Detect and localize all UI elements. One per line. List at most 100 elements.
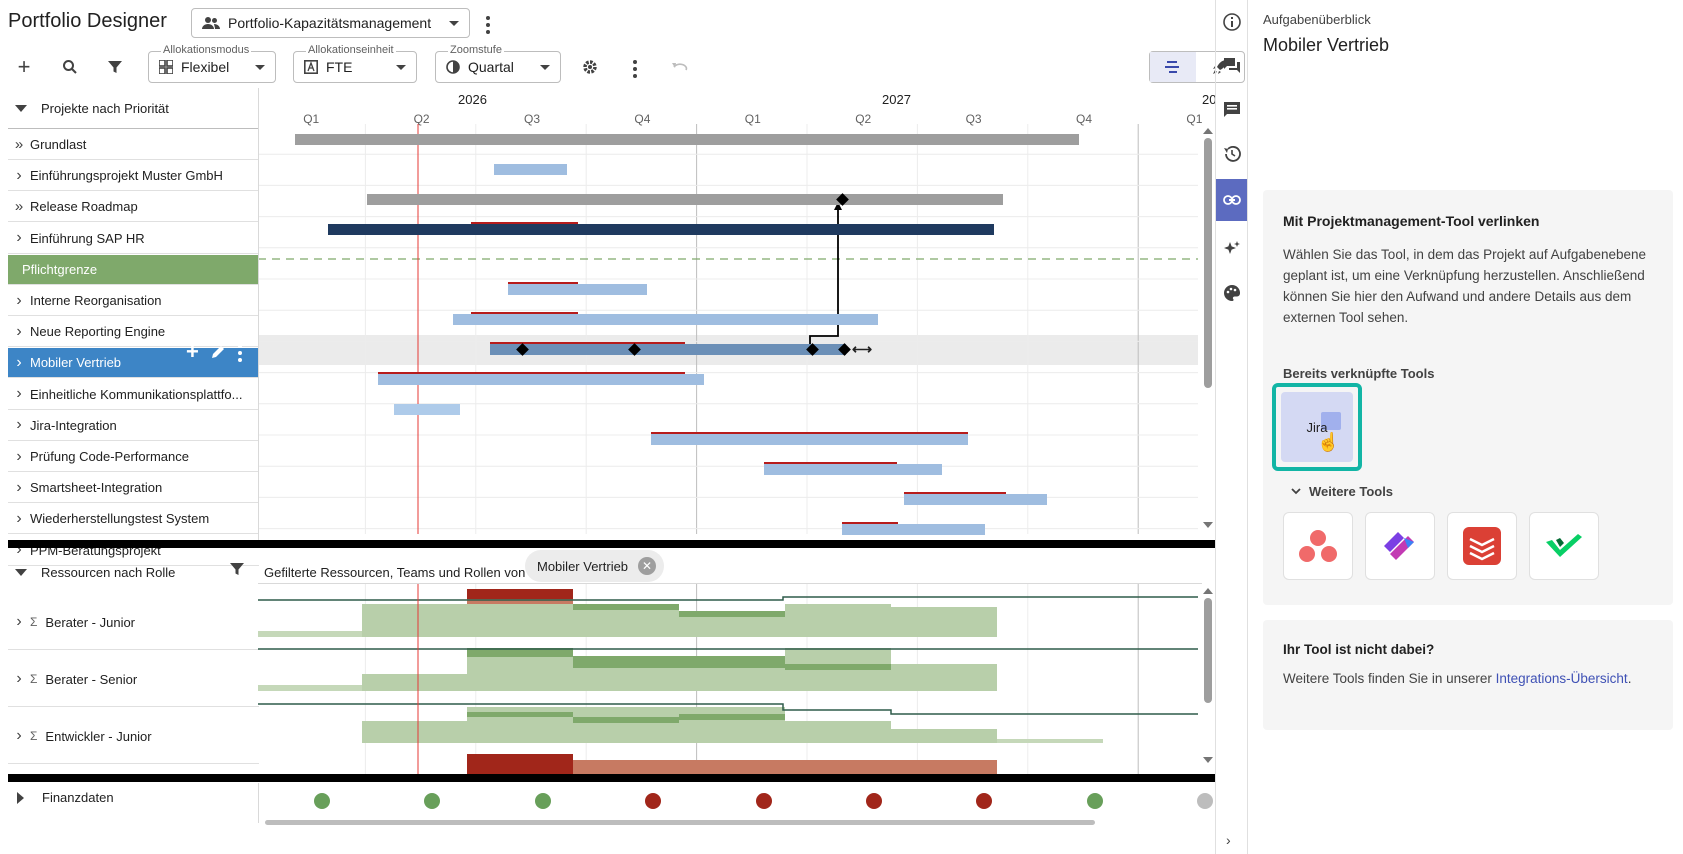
project-bar[interactable] [394, 404, 460, 415]
info-icon[interactable] [1216, 6, 1247, 38]
wrike-tool-button[interactable] [1529, 512, 1599, 580]
view-toggle [1149, 51, 1245, 83]
more-tools-toggle[interactable]: Weitere Tools [1291, 484, 1393, 499]
project-bar[interactable] [508, 284, 647, 295]
project-bar[interactable] [295, 134, 1079, 145]
zoom-select[interactable]: Zoomstufe Quartal [435, 44, 561, 83]
todoist-tool-button[interactable] [1447, 512, 1517, 580]
more-icon[interactable] [633, 60, 637, 78]
close-icon[interactable]: ✕ [638, 557, 657, 575]
horizontal-scrollbar[interactable] [265, 820, 1095, 825]
jira-tool-button[interactable]: Jira ☝ [1281, 392, 1353, 462]
integrations-link[interactable]: Integrations-Übersicht [1495, 671, 1628, 686]
settings-icon[interactable] [575, 52, 605, 82]
finance-status-dot[interactable] [534, 793, 551, 809]
chevron-right-icon[interactable]: › [16, 670, 22, 687]
project-row[interactable]: › Interne Reorganisation [8, 286, 259, 316]
project-row[interactable]: › Jira-Integration [8, 411, 259, 441]
finance-status-dot[interactable] [1086, 793, 1103, 809]
chevron-right-icon[interactable]: › [16, 509, 22, 527]
overload-marker [842, 522, 898, 524]
chevron-right-icon[interactable]: › [16, 478, 22, 496]
more-icon[interactable] [238, 344, 242, 362]
resources-scrollbar[interactable] [1203, 588, 1213, 768]
project-row[interactable]: » Release Roadmap [8, 192, 259, 223]
finance-status-dot[interactable] [866, 793, 882, 809]
project-bar[interactable] [494, 164, 567, 175]
finance-status-dot[interactable] [314, 793, 330, 809]
project-row[interactable]: › Prüfung Code-Performance [8, 442, 259, 472]
palette-icon[interactable] [1216, 277, 1247, 309]
double-chevron-icon[interactable]: » [14, 136, 24, 153]
project-bar[interactable] [328, 224, 994, 235]
finance-status-dot[interactable] [645, 793, 662, 809]
chevron-right-icon[interactable]: › [16, 727, 22, 744]
chevron-right-icon[interactable]: › [1226, 832, 1231, 848]
more-icon[interactable] [486, 16, 490, 34]
finance-status-dot[interactable] [1197, 793, 1214, 809]
project-row[interactable]: › Smartsheet-Integration [8, 473, 259, 504]
projects-scrollbar[interactable] [1203, 128, 1213, 533]
filter-chip[interactable]: Mobiler Vertrieb ✕ [525, 550, 665, 582]
project-bar[interactable] [651, 434, 968, 445]
planner-tool-button[interactable] [1365, 512, 1435, 580]
filter-icon[interactable] [100, 52, 130, 82]
splitter[interactable] [8, 774, 1216, 782]
resource-row[interactable]: › Σ Entwickler - Junior [8, 709, 259, 764]
edit-icon[interactable] [212, 344, 226, 361]
project-bar-selected[interactable] [490, 344, 846, 355]
projects-header[interactable]: Projekte nach Priorität [15, 101, 169, 116]
finance-row[interactable]: Finanzdaten [17, 790, 114, 805]
project-row[interactable]: › Einheitliche Kommunikationsplattfo... [8, 380, 259, 410]
splitter[interactable] [8, 540, 1216, 548]
finance-status-dot[interactable] [424, 793, 441, 809]
project-label: Einführungsprojekt Muster GmbH [30, 168, 223, 184]
project-row[interactable]: › Neue Reporting Engine [8, 317, 259, 348]
resize-icon[interactable]: ⟷ [852, 341, 873, 357]
project-row[interactable]: › Einführung SAP HR [8, 224, 259, 254]
quarter-label: Q1 [744, 112, 761, 126]
comment-icon[interactable] [1216, 94, 1247, 126]
chevron-right-icon[interactable]: › [16, 166, 22, 184]
resource-row[interactable]: › Σ Berater - Senior [8, 652, 259, 707]
resource-row[interactable]: › Σ Berater - Junior [8, 595, 259, 650]
chevron-right-icon[interactable]: › [16, 291, 22, 309]
chevron-right-icon[interactable]: › [16, 353, 22, 371]
allocation-mode-select[interactable]: Allokationsmodus Flexibel [148, 44, 276, 83]
chevron-right-icon[interactable]: › [16, 322, 22, 340]
chevron-right-icon[interactable]: › [16, 447, 22, 465]
project-bar[interactable] [378, 374, 704, 385]
add-task-icon[interactable]: + [186, 339, 199, 364]
project-row[interactable]: › Wiederherstellungstest System [8, 504, 259, 535]
chevron-right-icon[interactable]: › [16, 229, 22, 247]
double-chevron-icon[interactable]: » [14, 198, 24, 216]
chevron-right-icon[interactable]: › [16, 385, 22, 403]
allocation-unit-select[interactable]: Allokationseinheit FTE [293, 44, 417, 83]
filter-description: Gefilterte Ressourcen, Teams und Rollen … [264, 565, 526, 580]
chevron-right-icon[interactable]: › [16, 416, 22, 434]
gantt-view-button[interactable] [1150, 52, 1196, 82]
search-icon[interactable] [55, 52, 85, 82]
finance-status-dot[interactable] [755, 793, 772, 809]
history-icon[interactable] [1216, 138, 1247, 170]
project-bar[interactable] [764, 464, 942, 475]
project-bar[interactable] [842, 524, 985, 535]
undo-icon[interactable] [665, 52, 695, 82]
finance-status-dot[interactable] [976, 793, 993, 809]
asana-tool-button[interactable] [1283, 512, 1353, 580]
project-row[interactable]: › Einführungsprojekt Muster GmbH [8, 161, 259, 192]
filter-icon[interactable] [230, 562, 244, 579]
project-bar[interactable] [904, 494, 1047, 505]
chevron-right-icon[interactable]: › [16, 613, 22, 630]
project-row[interactable]: » Grundlast [8, 130, 259, 160]
link-icon[interactable] [1216, 179, 1247, 221]
project-bar[interactable] [367, 194, 1003, 205]
project-row[interactable]: Pflichtgrenze [8, 254, 259, 285]
resources-header[interactable]: Ressourcen nach Rolle [15, 565, 175, 580]
project-bar[interactable] [453, 314, 878, 325]
scenario-select[interactable]: Portfolio-Kapazitätsmanagement [191, 8, 470, 38]
forum-icon[interactable] [1216, 50, 1247, 82]
chevron-right-icon[interactable]: › [16, 541, 22, 559]
sparkle-icon[interactable] [1216, 233, 1247, 265]
add-icon[interactable]: + [17, 54, 31, 79]
